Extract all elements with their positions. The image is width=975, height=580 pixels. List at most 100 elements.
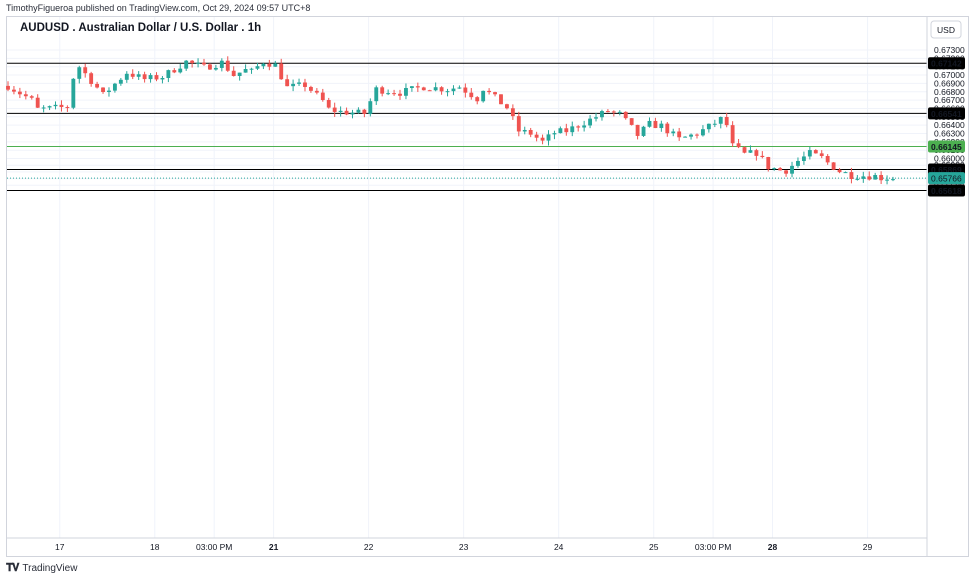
candle-body	[837, 169, 842, 173]
candle-body	[166, 70, 171, 78]
candle-body	[213, 67, 218, 70]
candle-body	[475, 97, 480, 102]
candle-body	[225, 60, 230, 71]
candle-body	[748, 150, 753, 153]
candle-body	[594, 117, 598, 119]
candle-body	[356, 109, 361, 113]
candle-body	[124, 73, 129, 80]
levels-layer	[7, 62, 927, 191]
candle-body	[588, 118, 593, 126]
candle-body	[706, 123, 711, 130]
footer-brand-label: TradingView	[22, 563, 78, 574]
footer-brand[interactable]: 𝐓𝐕 TradingView	[6, 562, 77, 575]
candle-body	[600, 111, 604, 118]
candle-body	[623, 111, 628, 119]
candle-body	[65, 107, 70, 109]
time-tick-label: 28	[768, 542, 778, 552]
candle-body	[463, 87, 468, 93]
candle-body	[279, 63, 284, 80]
candle-body	[653, 120, 658, 129]
candle-body	[6, 85, 10, 90]
time-tick-label: 03:00 PM	[196, 542, 232, 552]
candle-body	[801, 156, 806, 161]
candle-body	[807, 150, 812, 157]
candle-body	[415, 86, 420, 88]
candle-body	[95, 83, 100, 88]
level-tag-support	[928, 184, 965, 197]
candle-body	[243, 69, 248, 73]
candle-body	[53, 104, 58, 107]
candle-body	[819, 153, 824, 157]
candle-body	[17, 91, 22, 95]
candle-body	[208, 64, 212, 70]
candle-body	[576, 126, 581, 128]
candle-body	[605, 111, 610, 113]
candle-body	[564, 128, 569, 133]
candle-body	[510, 108, 515, 117]
time-tick-label: 25	[649, 542, 659, 552]
candle-body	[742, 147, 747, 153]
candle-body	[41, 107, 46, 109]
candle-body	[142, 74, 147, 80]
candle-body	[249, 68, 254, 70]
candle-body	[754, 150, 759, 156]
candle-body	[451, 88, 456, 92]
candle-body	[772, 168, 777, 170]
level-tag-resistance	[928, 57, 965, 70]
candle-body	[338, 110, 343, 112]
candle-body	[552, 133, 557, 135]
candle-body	[136, 74, 141, 77]
candle-body	[320, 92, 325, 101]
time-axis[interactable]: 17 18 03:00 PM 21 22 23 24 25 03:00 PM 28 29	[55, 542, 873, 552]
candle-body	[499, 94, 503, 105]
level-tag-label: 0.65618	[931, 186, 962, 196]
candle-body	[558, 128, 563, 134]
candle-body	[796, 160, 800, 166]
price-tags-layer: 0.67142 0.66541 0.66145 0.65869 0.65618 0.657…	[928, 57, 965, 197]
level-tag-resistance	[928, 107, 965, 120]
candle-body	[439, 87, 444, 92]
time-tick-label: 29	[863, 542, 873, 552]
candle-body	[160, 77, 165, 80]
candle-body	[546, 134, 551, 141]
publisher-line: TimothyFigueroa published on TradingView…	[6, 3, 311, 13]
level-tag-label: 0.65869	[931, 165, 962, 175]
candle-body	[118, 79, 123, 84]
candle-body	[285, 79, 290, 87]
candle-body	[778, 168, 783, 171]
candle-body	[404, 88, 408, 96]
candle-body	[47, 106, 52, 108]
candle-body	[843, 172, 848, 174]
currency-button[interactable]: USD	[930, 20, 962, 39]
last-price-label: 0.65766	[931, 174, 962, 184]
candle-body	[326, 100, 331, 108]
candle-body	[112, 83, 117, 91]
candle-body	[398, 93, 402, 96]
candle-body	[261, 63, 266, 67]
candle-body	[659, 123, 664, 129]
candle-body	[374, 87, 379, 102]
last-price-tag	[928, 172, 965, 185]
candle-body	[683, 136, 688, 138]
candle-body	[647, 120, 652, 127]
candle-body	[635, 124, 640, 136]
candle-body	[701, 129, 705, 136]
candle-body	[879, 175, 884, 181]
price-tick-label: 0.67000	[934, 70, 965, 80]
candle-body	[362, 109, 367, 114]
price-tick-label: 0.66300	[934, 129, 965, 139]
candle-body	[196, 62, 200, 64]
candle-body	[724, 117, 729, 126]
candle-body	[760, 155, 765, 158]
candle-body	[350, 112, 355, 115]
candle-body	[611, 111, 616, 113]
candle-body	[534, 134, 539, 138]
candle-body	[736, 143, 741, 148]
candle-body	[308, 86, 313, 91]
level-tag-label: 0.67142	[931, 59, 962, 69]
candle-body	[825, 156, 830, 163]
candle-body	[861, 176, 866, 179]
candle-body	[148, 75, 153, 80]
time-tick-label: 23	[459, 542, 469, 552]
